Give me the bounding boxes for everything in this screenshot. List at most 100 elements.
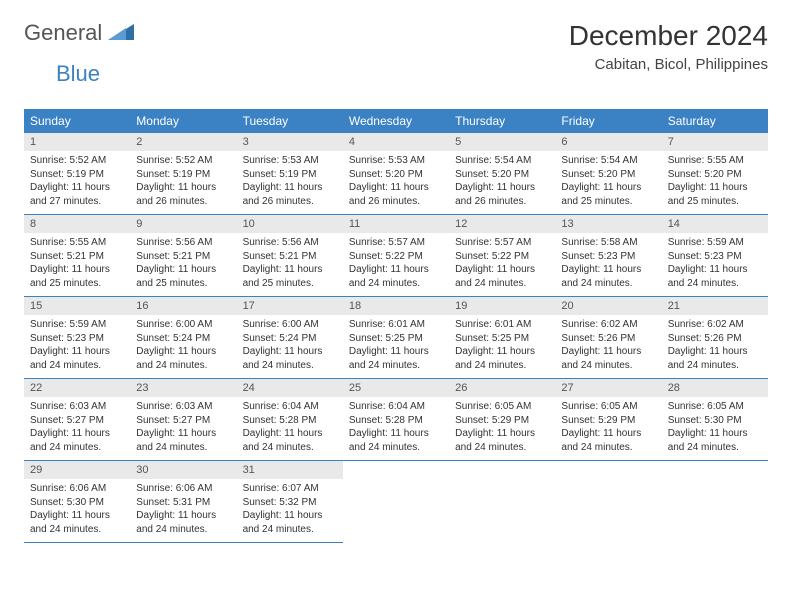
calendar-cell [343, 461, 449, 543]
day-number: 27 [555, 379, 661, 397]
day-number: 8 [24, 215, 130, 233]
weekday-header: Thursday [449, 109, 555, 133]
calendar-cell: 1Sunrise: 5:52 AMSunset: 5:19 PMDaylight… [24, 133, 130, 215]
calendar-cell: 11Sunrise: 5:57 AMSunset: 5:22 PMDayligh… [343, 215, 449, 297]
day-body: Sunrise: 6:04 AMSunset: 5:28 PMDaylight:… [343, 397, 449, 460]
calendar-body: 1Sunrise: 5:52 AMSunset: 5:19 PMDaylight… [24, 133, 768, 543]
day-body: Sunrise: 6:04 AMSunset: 5:28 PMDaylight:… [237, 397, 343, 460]
day-number: 25 [343, 379, 449, 397]
day-number: 22 [24, 379, 130, 397]
day-number: 13 [555, 215, 661, 233]
day-number: 10 [237, 215, 343, 233]
calendar-cell: 22Sunrise: 6:03 AMSunset: 5:27 PMDayligh… [24, 379, 130, 461]
day-body: Sunrise: 6:05 AMSunset: 5:29 PMDaylight:… [555, 397, 661, 460]
day-body: Sunrise: 5:57 AMSunset: 5:22 PMDaylight:… [343, 233, 449, 296]
day-number: 15 [24, 297, 130, 315]
calendar-cell: 3Sunrise: 5:53 AMSunset: 5:19 PMDaylight… [237, 133, 343, 215]
day-body: Sunrise: 6:06 AMSunset: 5:30 PMDaylight:… [24, 479, 130, 542]
day-number: 1 [24, 133, 130, 151]
day-body: Sunrise: 5:56 AMSunset: 5:21 PMDaylight:… [237, 233, 343, 296]
calendar-cell: 18Sunrise: 6:01 AMSunset: 5:25 PMDayligh… [343, 297, 449, 379]
calendar-cell: 4Sunrise: 5:53 AMSunset: 5:20 PMDaylight… [343, 133, 449, 215]
calendar-cell: 16Sunrise: 6:00 AMSunset: 5:24 PMDayligh… [130, 297, 236, 379]
day-number: 31 [237, 461, 343, 479]
calendar-cell: 8Sunrise: 5:55 AMSunset: 5:21 PMDaylight… [24, 215, 130, 297]
day-number: 20 [555, 297, 661, 315]
day-body: Sunrise: 5:57 AMSunset: 5:22 PMDaylight:… [449, 233, 555, 296]
day-number: 6 [555, 133, 661, 151]
day-number: 9 [130, 215, 236, 233]
weekday-header: Monday [130, 109, 236, 133]
day-body: Sunrise: 5:54 AMSunset: 5:20 PMDaylight:… [449, 151, 555, 214]
day-body: Sunrise: 5:58 AMSunset: 5:23 PMDaylight:… [555, 233, 661, 296]
day-number: 18 [343, 297, 449, 315]
day-body: Sunrise: 5:53 AMSunset: 5:20 PMDaylight:… [343, 151, 449, 214]
calendar-cell: 27Sunrise: 6:05 AMSunset: 5:29 PMDayligh… [555, 379, 661, 461]
day-body: Sunrise: 5:55 AMSunset: 5:20 PMDaylight:… [662, 151, 768, 214]
logo-triangle-icon [108, 22, 134, 45]
day-number: 7 [662, 133, 768, 151]
logo: General [24, 20, 136, 46]
day-body: Sunrise: 6:05 AMSunset: 5:30 PMDaylight:… [662, 397, 768, 460]
calendar-cell: 23Sunrise: 6:03 AMSunset: 5:27 PMDayligh… [130, 379, 236, 461]
day-body: Sunrise: 5:53 AMSunset: 5:19 PMDaylight:… [237, 151, 343, 214]
day-body: Sunrise: 6:00 AMSunset: 5:24 PMDaylight:… [237, 315, 343, 378]
calendar-cell [449, 461, 555, 543]
day-body: Sunrise: 5:52 AMSunset: 5:19 PMDaylight:… [130, 151, 236, 214]
day-number: 28 [662, 379, 768, 397]
calendar-cell: 2Sunrise: 5:52 AMSunset: 5:19 PMDaylight… [130, 133, 236, 215]
calendar-head: SundayMondayTuesdayWednesdayThursdayFrid… [24, 109, 768, 133]
day-number: 3 [237, 133, 343, 151]
calendar-cell: 17Sunrise: 6:00 AMSunset: 5:24 PMDayligh… [237, 297, 343, 379]
weekday-header: Wednesday [343, 109, 449, 133]
day-number: 21 [662, 297, 768, 315]
day-body: Sunrise: 5:56 AMSunset: 5:21 PMDaylight:… [130, 233, 236, 296]
calendar-cell: 20Sunrise: 6:02 AMSunset: 5:26 PMDayligh… [555, 297, 661, 379]
calendar-cell: 24Sunrise: 6:04 AMSunset: 5:28 PMDayligh… [237, 379, 343, 461]
day-body: Sunrise: 6:00 AMSunset: 5:24 PMDaylight:… [130, 315, 236, 378]
day-body: Sunrise: 6:01 AMSunset: 5:25 PMDaylight:… [343, 315, 449, 378]
calendar-cell: 13Sunrise: 5:58 AMSunset: 5:23 PMDayligh… [555, 215, 661, 297]
calendar-cell [555, 461, 661, 543]
calendar-cell: 6Sunrise: 5:54 AMSunset: 5:20 PMDaylight… [555, 133, 661, 215]
day-body: Sunrise: 5:59 AMSunset: 5:23 PMDaylight:… [24, 315, 130, 378]
day-body: Sunrise: 6:05 AMSunset: 5:29 PMDaylight:… [449, 397, 555, 460]
day-number: 4 [343, 133, 449, 151]
calendar-cell: 10Sunrise: 5:56 AMSunset: 5:21 PMDayligh… [237, 215, 343, 297]
calendar-cell: 5Sunrise: 5:54 AMSunset: 5:20 PMDaylight… [449, 133, 555, 215]
day-body: Sunrise: 6:03 AMSunset: 5:27 PMDaylight:… [130, 397, 236, 460]
calendar-cell: 7Sunrise: 5:55 AMSunset: 5:20 PMDaylight… [662, 133, 768, 215]
calendar-cell: 25Sunrise: 6:04 AMSunset: 5:28 PMDayligh… [343, 379, 449, 461]
day-number: 26 [449, 379, 555, 397]
day-number: 23 [130, 379, 236, 397]
day-body: Sunrise: 5:55 AMSunset: 5:21 PMDaylight:… [24, 233, 130, 296]
logo-text-blue: Blue [56, 61, 100, 86]
day-number: 29 [24, 461, 130, 479]
calendar-table: SundayMondayTuesdayWednesdayThursdayFrid… [24, 109, 768, 543]
calendar-cell: 9Sunrise: 5:56 AMSunset: 5:21 PMDaylight… [130, 215, 236, 297]
calendar-cell: 14Sunrise: 5:59 AMSunset: 5:23 PMDayligh… [662, 215, 768, 297]
weekday-header: Saturday [662, 109, 768, 133]
day-number: 19 [449, 297, 555, 315]
day-number: 16 [130, 297, 236, 315]
day-number: 11 [343, 215, 449, 233]
calendar-cell: 30Sunrise: 6:06 AMSunset: 5:31 PMDayligh… [130, 461, 236, 543]
day-body: Sunrise: 6:03 AMSunset: 5:27 PMDaylight:… [24, 397, 130, 460]
calendar-cell: 26Sunrise: 6:05 AMSunset: 5:29 PMDayligh… [449, 379, 555, 461]
day-number: 2 [130, 133, 236, 151]
weekday-header: Sunday [24, 109, 130, 133]
calendar-cell: 15Sunrise: 5:59 AMSunset: 5:23 PMDayligh… [24, 297, 130, 379]
day-number: 14 [662, 215, 768, 233]
day-number: 5 [449, 133, 555, 151]
day-body: Sunrise: 6:02 AMSunset: 5:26 PMDaylight:… [662, 315, 768, 378]
calendar-cell: 29Sunrise: 6:06 AMSunset: 5:30 PMDayligh… [24, 461, 130, 543]
weekday-header: Friday [555, 109, 661, 133]
calendar-cell [662, 461, 768, 543]
day-body: Sunrise: 6:07 AMSunset: 5:32 PMDaylight:… [237, 479, 343, 542]
day-number: 17 [237, 297, 343, 315]
day-body: Sunrise: 6:06 AMSunset: 5:31 PMDaylight:… [130, 479, 236, 542]
day-number: 24 [237, 379, 343, 397]
day-number: 30 [130, 461, 236, 479]
calendar-cell: 28Sunrise: 6:05 AMSunset: 5:30 PMDayligh… [662, 379, 768, 461]
page-title: December 2024 [569, 20, 768, 52]
